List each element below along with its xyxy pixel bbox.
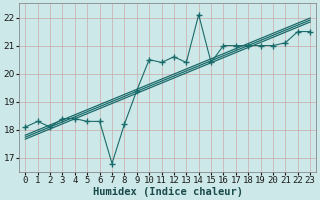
X-axis label: Humidex (Indice chaleur): Humidex (Indice chaleur) — [93, 186, 243, 197]
